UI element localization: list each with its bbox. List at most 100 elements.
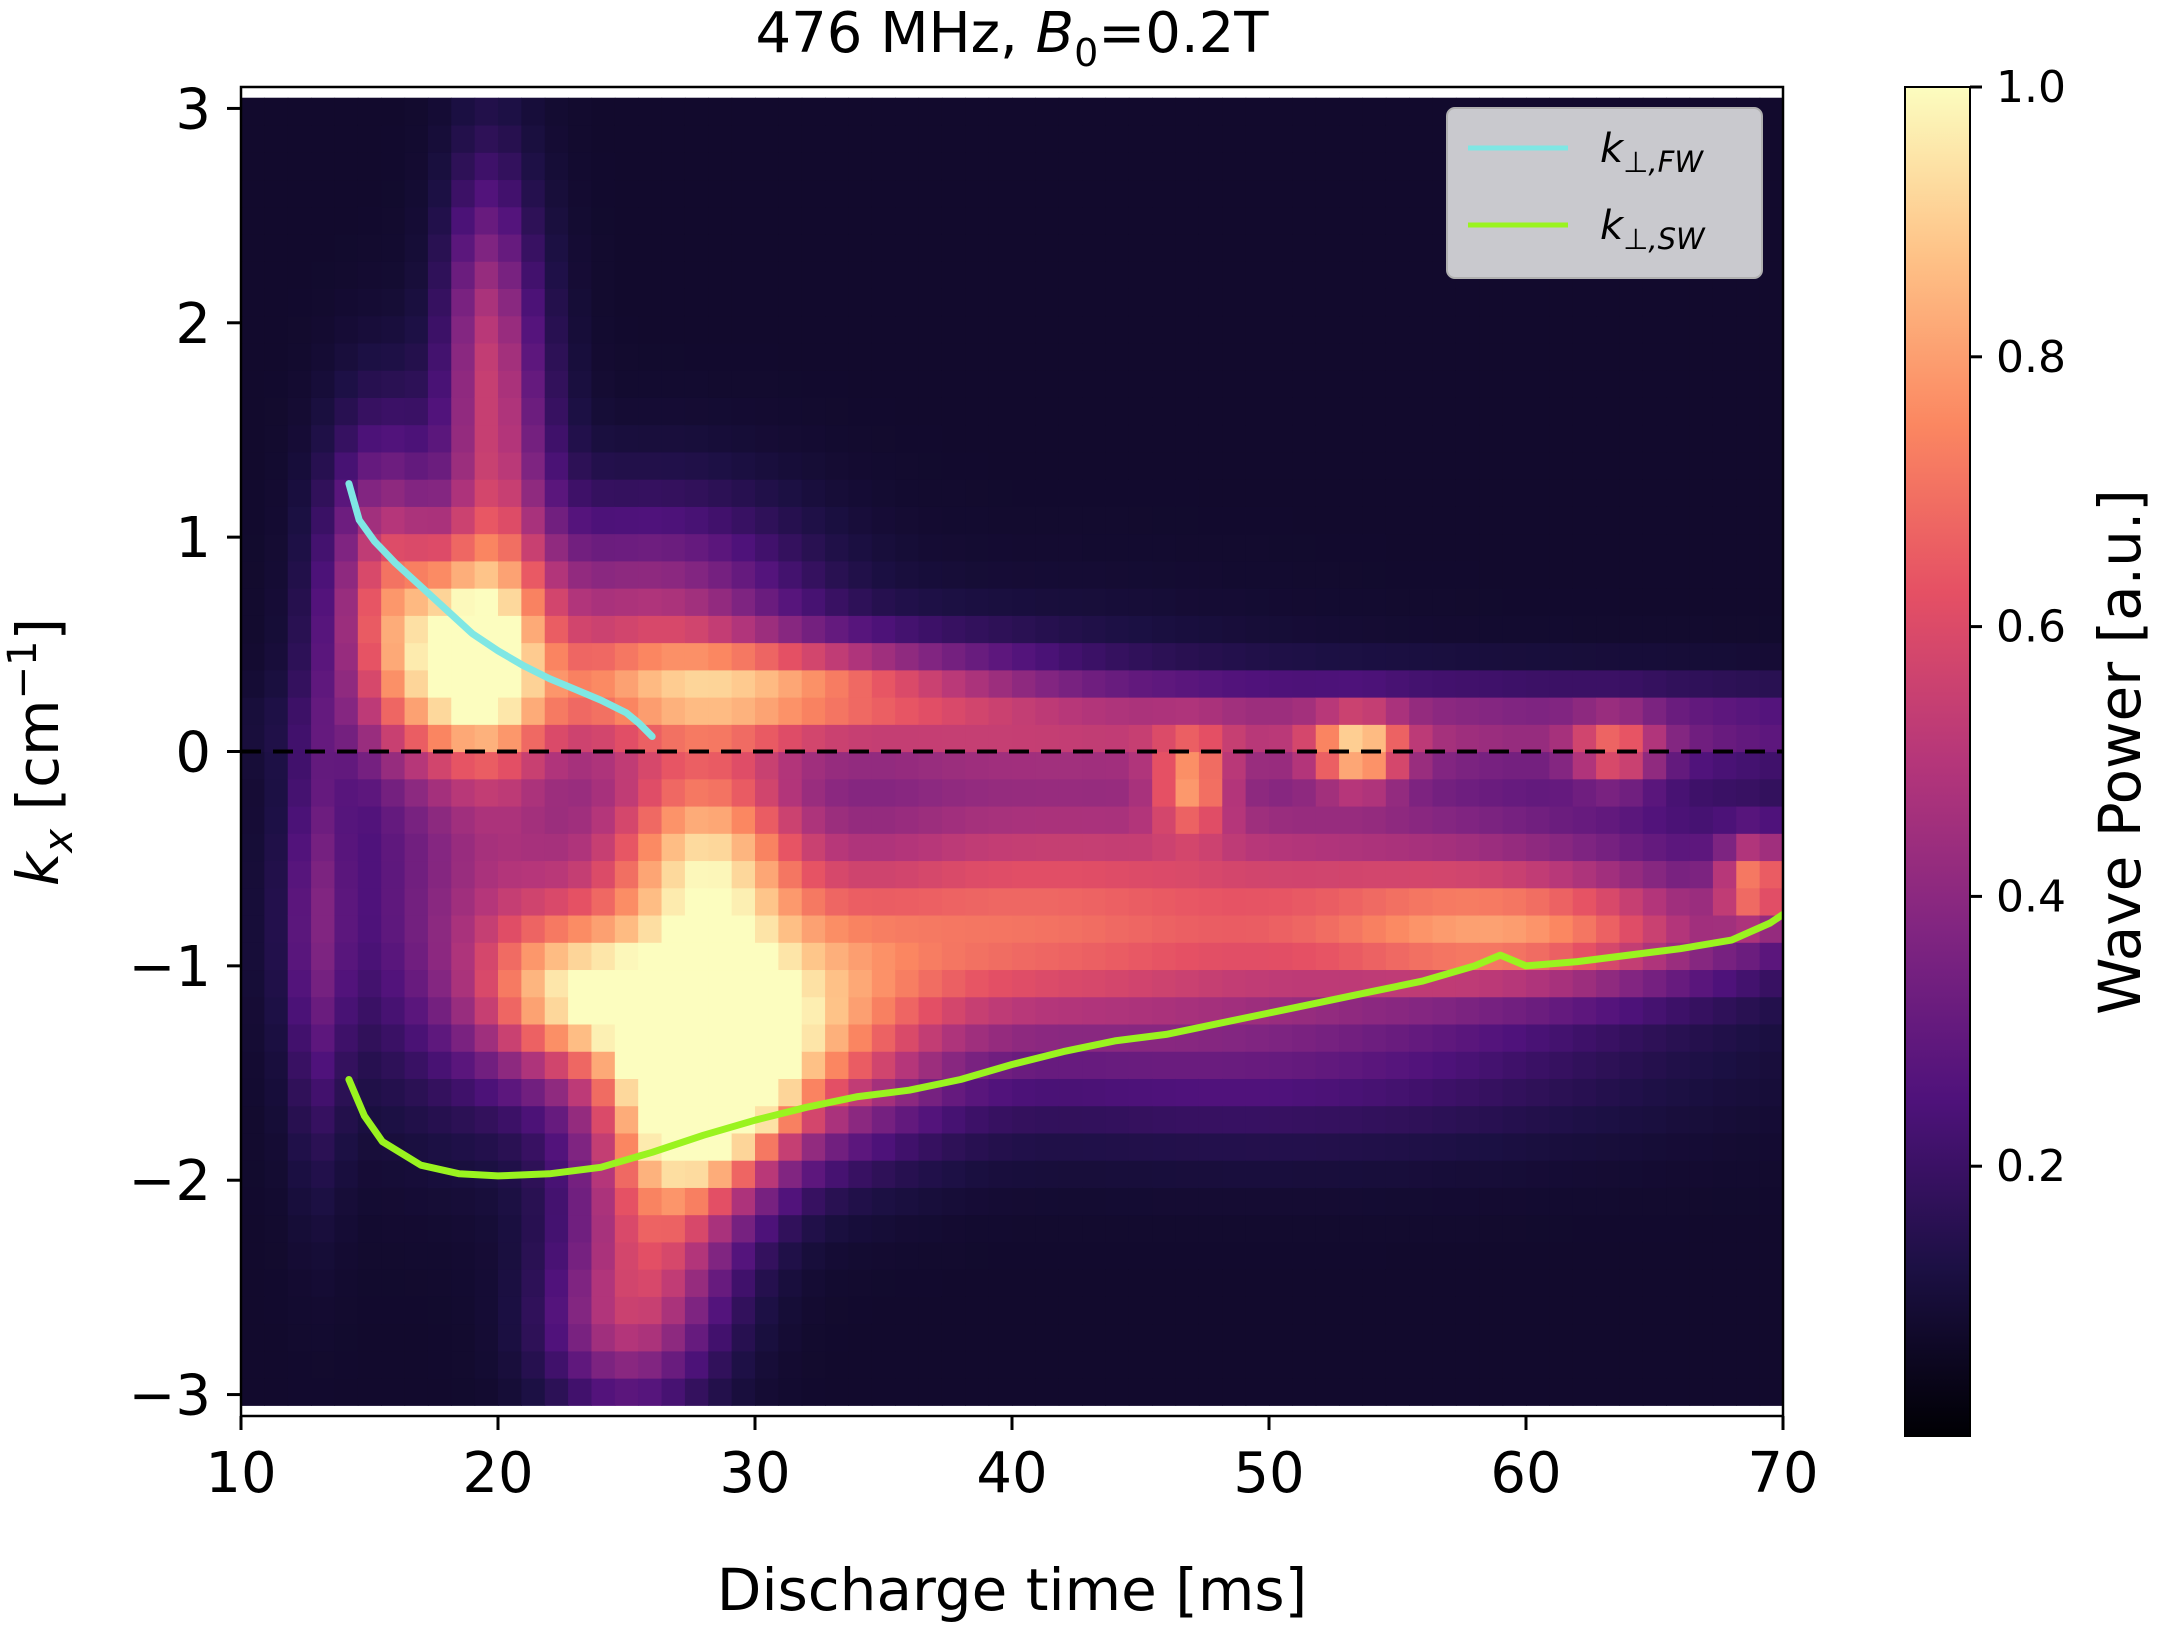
heatmap-cell: [498, 479, 522, 507]
heatmap-cell: [1339, 1323, 1364, 1352]
heatmap-cell: [311, 805, 336, 834]
heatmap-cell: [1269, 1214, 1293, 1243]
heatmap-cell: [1035, 370, 1060, 398]
heatmap-cell: [568, 914, 593, 943]
heatmap-cell: [591, 315, 616, 344]
heatmap-cell: [544, 1323, 569, 1352]
heatmap-cell: [1105, 451, 1130, 480]
heatmap-cell: [1269, 1078, 1293, 1107]
heatmap-cell: [708, 206, 733, 235]
heatmap-cell: [1455, 1214, 1480, 1243]
heatmap-cell: [1315, 1105, 1340, 1134]
heatmap-cell: [801, 451, 826, 480]
heatmap-cell: [357, 942, 382, 971]
heatmap-cell: [1339, 778, 1364, 807]
heatmap-cell: [1198, 778, 1223, 807]
heatmap-cell: [848, 1132, 873, 1161]
heatmap-cell: [1502, 315, 1527, 344]
heatmap-cell: [311, 342, 336, 371]
heatmap-cell: [1455, 506, 1480, 535]
heatmap-cell: [1409, 833, 1434, 862]
heatmap-cell: [1385, 152, 1410, 181]
heatmap-cell: [825, 97, 850, 126]
heatmap-cell: [1385, 124, 1410, 153]
heatmap-cell: [778, 152, 803, 181]
heatmap-cell: [1642, 751, 1667, 780]
heatmap-cell: [801, 424, 826, 453]
heatmap-cell: [755, 152, 779, 181]
heatmap-cell: [1736, 642, 1761, 671]
heatmap-cell: [1222, 533, 1247, 562]
heatmap-cell: [848, 124, 873, 153]
heatmap-cell: [1175, 860, 1200, 889]
heatmap-cell: [404, 642, 429, 671]
heatmap-cell: [1269, 1132, 1293, 1161]
heatmap-cell: [1572, 451, 1597, 480]
heatmap-cell: [1105, 1132, 1130, 1161]
heatmap-cell: [1666, 1350, 1691, 1379]
heatmap-cell: [1409, 588, 1434, 616]
heatmap-cell: [614, 1378, 639, 1406]
heatmap-cell: [895, 833, 920, 862]
heatmap-cell: [1409, 288, 1434, 317]
heatmap-cell: [1549, 424, 1574, 453]
heatmap-cell: [1105, 152, 1130, 181]
heatmap-cell: [311, 179, 336, 208]
heatmap-cell: [1409, 1241, 1434, 1270]
heatmap-cell: [591, 860, 616, 889]
heatmap-cell: [1619, 969, 1644, 998]
heatmap-cell: [1245, 1105, 1270, 1134]
heatmap-cell: [1549, 1241, 1574, 1270]
heatmap-cell: [661, 1023, 686, 1052]
heatmap-cell: [1035, 560, 1060, 589]
heatmap-cell: [287, 179, 312, 208]
heatmap-cell: [1128, 969, 1153, 998]
heatmap-cell: [521, 342, 546, 371]
heatmap-cell: [1105, 1051, 1130, 1079]
heatmap-cell: [381, 942, 406, 971]
heatmap-cell: [1409, 1105, 1434, 1134]
heatmap-cell: [1502, 751, 1527, 780]
heatmap-cell: [1642, 697, 1667, 725]
heatmap-cell: [614, 751, 639, 780]
heatmap-cell: [1385, 1105, 1410, 1134]
heatmap-cell: [708, 560, 733, 589]
heatmap-cell: [1642, 1241, 1667, 1270]
heatmap-cell: [1362, 1350, 1387, 1379]
heatmap-cell: [941, 479, 966, 507]
heatmap-cell: [1549, 724, 1574, 753]
heatmap-cell: [1549, 560, 1574, 589]
heatmap-cell: [1012, 451, 1036, 480]
heatmap-cell: [381, 1296, 406, 1325]
heatmap-cell: [1152, 778, 1177, 807]
heatmap-cell: [1152, 860, 1177, 889]
heatmap-cell: [895, 206, 920, 235]
heatmap-cell: [1339, 724, 1364, 753]
heatmap-cell: [1736, 451, 1761, 480]
heatmap-cell: [1198, 342, 1223, 371]
heatmap-cell: [1339, 424, 1364, 453]
heatmap-cell: [1596, 342, 1621, 371]
heatmap-cell: [544, 533, 569, 562]
heatmap-cell: [1105, 697, 1130, 725]
heatmap-cell: [1128, 1105, 1153, 1134]
heatmap-cell: [521, 833, 546, 862]
heatmap-cell: [311, 1105, 336, 1134]
heatmap-cell: [848, 315, 873, 344]
heatmap-cell: [708, 942, 733, 971]
heatmap-cell: [1128, 887, 1153, 916]
heatmap-cell: [1689, 1378, 1714, 1406]
heatmap-cell: [1502, 370, 1527, 398]
heatmap-cell: [287, 424, 312, 453]
heatmap-cell: [1619, 1023, 1644, 1052]
heatmap-cell: [801, 860, 826, 889]
heatmap-cell: [801, 288, 826, 317]
heatmap-cell: [1502, 724, 1527, 753]
heatmap-cell: [965, 152, 990, 181]
heatmap-cell: [404, 397, 429, 426]
heatmap-cell: [708, 1187, 733, 1216]
heatmap-cell: [521, 1105, 546, 1134]
heatmap-cell: [1222, 1269, 1247, 1297]
heatmap-cell: [801, 1023, 826, 1052]
heatmap-cell: [1502, 1160, 1527, 1188]
